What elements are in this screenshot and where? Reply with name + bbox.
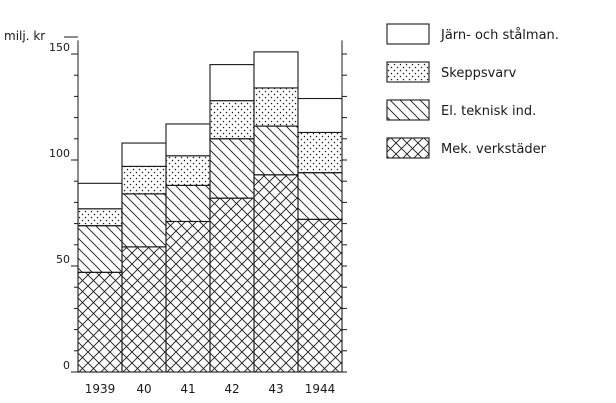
x-tick-label: 1939: [85, 382, 116, 396]
bar-segment: [297, 131, 343, 174]
bar-segment: [209, 64, 255, 102]
bar-segment: [297, 218, 343, 373]
legend: Järn- och stålman. Skeppsvarv El. teknisk …: [386, 23, 559, 159]
legend-label: Mek. verkstäder: [441, 142, 547, 157]
x-tick-label: 41: [180, 382, 195, 396]
bar-segment: [253, 174, 299, 373]
y-tick-label: 50: [56, 253, 70, 266]
bar-segment: [77, 208, 123, 227]
right-axis: [341, 40, 347, 373]
bar-segment: [77, 271, 123, 373]
bar-segment: [165, 220, 211, 373]
bar-segment: [121, 165, 167, 195]
bar-segment: [209, 100, 255, 140]
bar-segment: [297, 97, 343, 133]
bar-segment: [165, 155, 211, 186]
y-tick-label: 150: [49, 41, 70, 54]
legend-swatch: [386, 137, 430, 159]
x-tick-labels: 1939 40 41 42 43 1944: [85, 382, 336, 396]
bar-segment: [77, 225, 123, 273]
legend-label: Skeppsvarv: [441, 66, 517, 81]
y-tick-label: 0: [63, 359, 70, 372]
legend-swatch: [386, 99, 430, 121]
y-axis-label: milj. kr: [4, 29, 45, 43]
bar-segment: [209, 197, 255, 373]
bar-segment: [165, 123, 211, 157]
bar-segment: [77, 182, 123, 210]
bar-segment: [165, 184, 211, 223]
bar-segment: [121, 246, 167, 373]
bar-segment: [253, 125, 299, 176]
bar-segment: [253, 87, 299, 127]
legend-label: El. teknisk ind.: [441, 104, 536, 119]
y-tick-label: 100: [49, 147, 70, 160]
x-tick-label: 40: [136, 382, 151, 396]
legend-label: Järn- och stålman.: [440, 28, 559, 43]
bar-segment: [253, 51, 299, 89]
bar-segment: [121, 193, 167, 248]
bar-segment: [209, 138, 255, 199]
x-tick-label: 42: [224, 382, 239, 396]
x-tick-label: 43: [268, 382, 283, 396]
legend-swatch: [386, 61, 430, 83]
bars: [77, 51, 343, 373]
bar-segment: [297, 172, 343, 220]
legend-swatch: [386, 23, 430, 45]
bar-segment: [121, 142, 167, 167]
x-tick-label: 1944: [305, 382, 336, 396]
